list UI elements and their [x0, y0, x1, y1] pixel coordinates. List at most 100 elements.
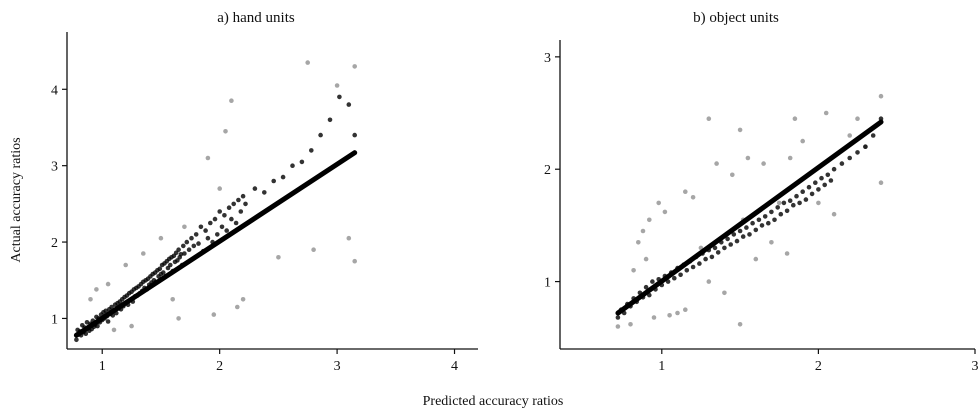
scatter-point [168, 262, 173, 268]
scatter-point [238, 209, 244, 214]
scatter-point [280, 174, 286, 180]
panel-a-regression-line [73, 150, 358, 338]
scatter-point [816, 187, 821, 192]
scatter-point [819, 175, 824, 181]
x-tick-label: 1 [658, 359, 665, 374]
scatter-point [276, 254, 281, 260]
scatter-point [205, 235, 211, 241]
scatter-point [205, 155, 211, 161]
scatter-point [217, 209, 222, 214]
scatter-point [706, 116, 712, 121]
scatter-point [745, 155, 751, 161]
scatter-point [878, 180, 884, 185]
panel-a-x-ticks: 1 2 3 4 [99, 349, 458, 374]
scatter-point [173, 250, 179, 256]
y-tick-label: 1 [544, 276, 551, 291]
panel-a-y-ticks: 1 2 3 4 [51, 83, 67, 327]
panel-b-points [615, 93, 884, 329]
scatter-point [766, 220, 771, 226]
scatter-point [176, 247, 181, 252]
scatter-point [84, 320, 90, 325]
scatter-point [714, 161, 719, 166]
scatter-point [252, 186, 258, 191]
scatter-point [157, 266, 163, 272]
scatter-point [271, 178, 277, 184]
scatter-point [847, 133, 852, 138]
scatter-point [737, 322, 743, 327]
scatter-point [240, 297, 246, 302]
scatter-point [753, 227, 759, 233]
scatter-point [236, 197, 241, 203]
scatter-point [747, 232, 752, 237]
x-tick-label: 2 [216, 359, 223, 374]
scatter-point [231, 201, 236, 207]
scatter-point [672, 275, 677, 281]
scatter-point [105, 319, 111, 324]
scatter-point [794, 193, 799, 199]
scatter-point [855, 116, 860, 121]
scatter-point [223, 129, 228, 134]
scatter-point [184, 239, 190, 245]
scatter-point [803, 197, 809, 202]
scatter-point [756, 217, 762, 223]
scatter-point [753, 256, 759, 262]
panel-object-units: b) object units 1 2 3 1 2 3 [544, 10, 979, 374]
scatter-point [235, 304, 240, 310]
scatter-point [744, 225, 749, 230]
scatter-point [182, 251, 187, 256]
scatter-point [775, 205, 780, 210]
scatter-point [731, 232, 737, 237]
x-tick-label: 1 [99, 359, 106, 374]
scatter-point [761, 161, 766, 166]
scatter-point [352, 64, 358, 69]
scatter-point [778, 211, 784, 217]
scatter-point [878, 93, 884, 99]
scatter-point [74, 337, 79, 343]
scatter-point [615, 324, 621, 329]
scatter-point [831, 166, 837, 172]
scatter-point [762, 214, 768, 219]
scatter-point [737, 127, 743, 133]
scatter-point [640, 228, 646, 234]
scatter-point [111, 327, 117, 333]
y-tick-label: 3 [51, 160, 58, 175]
scatter-point [94, 287, 99, 292]
y-tick-label: 4 [51, 83, 58, 98]
scatter-point [196, 241, 201, 246]
scatter-point [334, 83, 340, 88]
panel-a-title: a) hand units [217, 10, 295, 26]
panel-b-title: b) object units [693, 10, 779, 26]
x-tick-label: 4 [451, 359, 458, 374]
scatter-point [684, 268, 690, 273]
scatter-point [715, 250, 721, 255]
scatter-point [217, 186, 222, 191]
scatter-point [628, 322, 633, 327]
scatter-point [740, 234, 746, 239]
x-tick-label: 3 [334, 359, 341, 374]
scatter-point [631, 268, 636, 273]
scatter-point [863, 144, 868, 149]
scatter-point [170, 297, 175, 302]
scatter-point [806, 184, 812, 190]
scatter-point [123, 262, 128, 268]
scatter-point [816, 200, 821, 206]
panel-b-x-ticks: 1 2 3 [658, 349, 979, 374]
scatter-point [105, 281, 111, 287]
scatter-point [709, 254, 715, 260]
scatter-point [193, 232, 199, 237]
scatter-point [781, 200, 787, 206]
scatter-point [750, 220, 755, 226]
scatter-point [728, 242, 733, 247]
scatter-point [678, 272, 683, 278]
scatter-point [290, 163, 295, 168]
scatter-point [208, 220, 213, 226]
y-tick-label: 2 [51, 236, 58, 251]
scatter-point [222, 213, 227, 218]
scatter-point [103, 308, 109, 314]
scatter-point [198, 224, 204, 230]
panel-b-y-ticks: 1 2 3 [544, 51, 560, 291]
scatter-point [822, 182, 827, 188]
scatter-point [352, 258, 358, 264]
scatter-point [656, 200, 661, 206]
scatter-point [240, 193, 246, 199]
